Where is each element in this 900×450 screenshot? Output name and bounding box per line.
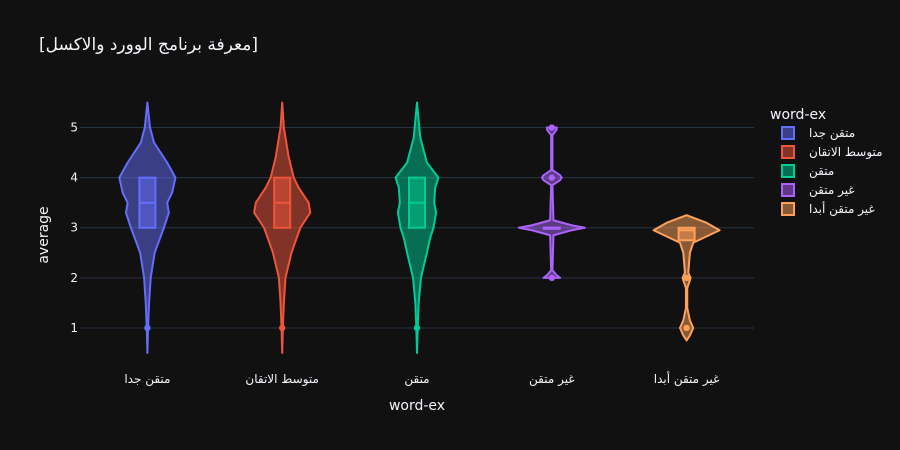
y-tick-label: 1 — [70, 321, 78, 335]
x-tick-label: غير متقن — [529, 372, 575, 387]
y-tick-label: 3 — [70, 221, 78, 235]
legend-item: متوسط الاتقان — [781, 145, 883, 160]
y-tick-label: 4 — [70, 171, 78, 185]
legend: word-ex متقن جدا متوسط الاتقان متقن غير متق… — [770, 107, 883, 217]
x-tick-label: متقن جدا — [124, 372, 170, 387]
x-tick-label: متقن — [404, 372, 429, 387]
violin-series-group — [118, 101, 721, 354]
violin-point — [548, 174, 555, 181]
legend-swatch — [781, 202, 795, 216]
legend-label: غير متقن — [809, 183, 855, 198]
y-tick-label: 2 — [70, 271, 78, 285]
legend-item: متقن — [781, 164, 834, 179]
y-tick-labels: 1 2 3 4 5 — [70, 121, 78, 335]
violin-point — [683, 274, 690, 282]
violin-series — [394, 101, 440, 354]
violin-point — [548, 124, 555, 131]
violin-point — [413, 324, 421, 332]
x-tick-label: غير متقن أبدا — [654, 371, 720, 387]
x-tick-label: متوسط الاتقان — [245, 372, 319, 387]
legend-swatch — [781, 183, 795, 197]
chart-title: [معرفة برنامج الوورد والاكسل] — [39, 35, 258, 55]
violin-series — [253, 101, 312, 354]
x-tick-labels: متقن جدا متوسط الاتقان متقن غير متقن غير متق… — [124, 371, 719, 387]
legend-item: غير متقن — [781, 183, 855, 198]
violin-point — [683, 324, 690, 332]
legend-label: متقن جدا — [809, 126, 855, 141]
legend-title: word-ex — [770, 107, 826, 123]
legend-item: متقن جدا — [781, 126, 855, 141]
violin-series — [652, 214, 721, 342]
violin-point — [548, 274, 555, 282]
legend-label: متوسط الاتقان — [809, 145, 883, 160]
legend-swatch — [781, 145, 795, 159]
legend-swatch — [781, 164, 795, 178]
violin-point — [144, 324, 151, 332]
legend-label: متقن — [809, 164, 834, 179]
y-tick-label: 5 — [70, 121, 78, 135]
y-axis-label: average — [36, 206, 52, 263]
legend-swatch — [781, 126, 795, 140]
x-axis-label: word-ex — [389, 398, 445, 414]
violin-body — [517, 126, 586, 279]
legend-item: غير متقن أبدا — [781, 201, 875, 217]
violin-series — [517, 124, 586, 282]
violin-point — [279, 324, 286, 332]
violin-series — [118, 101, 177, 354]
legend-label: غير متقن أبدا — [809, 201, 875, 217]
